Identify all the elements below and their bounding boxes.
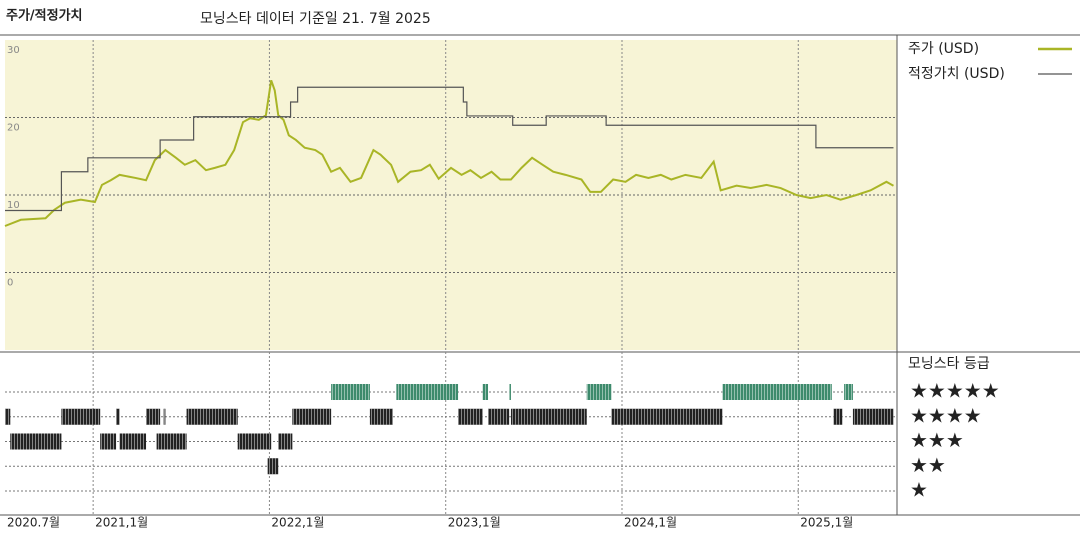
rating-label: ★★★★★ (910, 379, 1000, 403)
x-tick-label: 2024,1월 (624, 516, 677, 530)
rating-bar-texture (10, 433, 62, 450)
rating-bar-texture (586, 384, 612, 400)
x-tick-label: 2020.7월 (7, 516, 60, 530)
rating-bar-texture (611, 408, 723, 425)
rating-bar-texture (510, 408, 587, 425)
series-line (4, 79, 894, 227)
rating-bar-texture (722, 384, 832, 400)
rating-bar-texture (833, 408, 843, 425)
rating-bar-texture (237, 433, 272, 450)
rating-bar-texture (146, 408, 161, 425)
legend-label: 주가 (USD) (908, 41, 979, 57)
y-tick-label: 20 (7, 123, 20, 134)
x-tick-label: 2021,1월 (95, 516, 148, 530)
y-tick-label: 10 (7, 200, 20, 211)
rating-bar-texture (116, 408, 120, 425)
rating-bar-texture (267, 458, 279, 475)
x-tick-label: 2022,1월 (271, 516, 324, 530)
chart-title: 주가/적정가치 (6, 8, 83, 24)
rating-bar-texture (509, 384, 511, 400)
rating-title: 모닝스타 등급 (908, 356, 990, 372)
rating-bar-texture (488, 408, 510, 425)
rating-label: ★★ (910, 453, 946, 477)
rating-bar-texture (396, 384, 459, 400)
rating-bar-texture (163, 408, 166, 425)
rating-bar-texture (5, 408, 11, 425)
rating-bar-texture (119, 433, 147, 450)
rating-label: ★★★★ (910, 403, 982, 427)
rating-bar-texture (61, 408, 101, 425)
y-tick-label: 30 (7, 45, 20, 56)
x-tick-label: 2023,1월 (448, 516, 501, 530)
x-tick-label: 2025,1월 (800, 516, 853, 530)
rating-bar-texture (156, 433, 187, 450)
rating-bar-texture (292, 408, 332, 425)
rating-bar-texture (458, 408, 483, 425)
rating-bar-texture (844, 384, 853, 400)
rating-label: ★★★ (910, 428, 964, 452)
legend-label: 적정가치 (USD) (908, 66, 1005, 82)
rating-bar-texture (278, 433, 293, 450)
rating-bar-texture (369, 408, 393, 425)
rating-bar-texture (852, 408, 894, 425)
rating-bar-texture (331, 384, 370, 400)
rating-bar-texture (186, 408, 238, 425)
y-tick-label: 0 (7, 278, 13, 289)
rating-bar-texture (482, 384, 489, 400)
chart-subtitle: 모닝스타 데이터 기준일 21. 7월 2025 (200, 11, 431, 27)
rating-bar-texture (100, 433, 117, 450)
series-line (5, 86, 894, 212)
rating-label: ★ (910, 478, 928, 502)
